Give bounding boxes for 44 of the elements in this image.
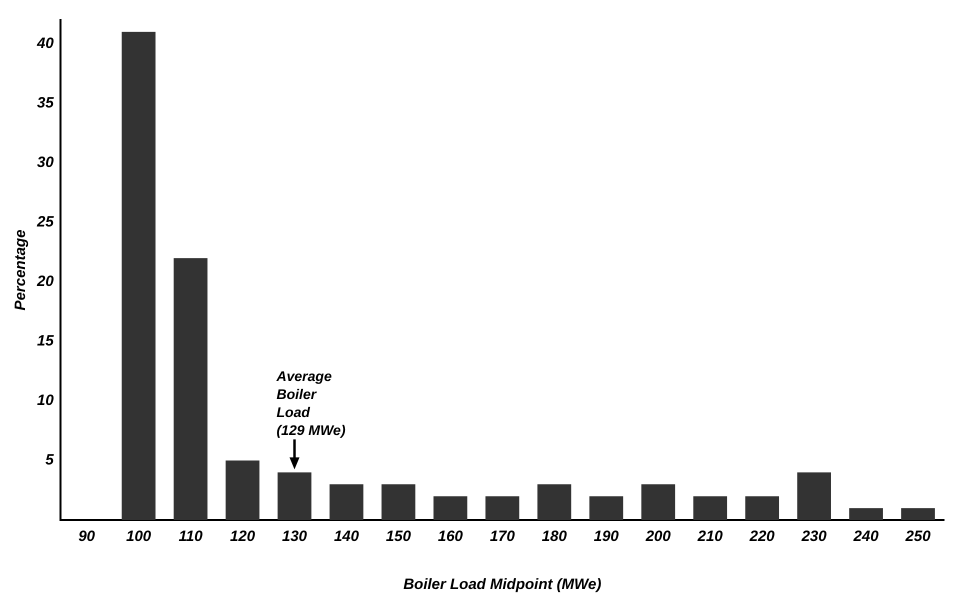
- y-tick-label: 20: [36, 273, 54, 290]
- x-tick-label: 160: [438, 528, 464, 546]
- bar: [797, 472, 831, 520]
- y-tick-label: 25: [36, 214, 54, 231]
- bar: [122, 32, 156, 520]
- bar: [330, 484, 364, 520]
- y-tick-label: 10: [36, 392, 54, 410]
- x-tick-label: 170: [490, 528, 516, 546]
- x-tick-label: 240: [852, 528, 880, 546]
- x-tick-label: 200: [644, 528, 672, 546]
- x-tick-label: 210: [696, 528, 724, 546]
- y-tick-label: 40: [36, 34, 54, 52]
- x-tick-label: 150: [386, 528, 412, 546]
- bar: [641, 484, 676, 520]
- x-tick-label: 140: [334, 528, 360, 546]
- x-tick-label: 190: [594, 528, 620, 546]
- x-tick-label: 180: [542, 528, 568, 546]
- y-tick-label: 5: [45, 452, 54, 469]
- bar: [745, 496, 780, 520]
- x-tick-label: 250: [904, 528, 932, 546]
- bar: [589, 496, 624, 520]
- bar: [537, 484, 572, 520]
- x-tick-label: 130: [282, 528, 308, 546]
- x-axis-title: Boiler Load Midpoint (MWe): [403, 576, 602, 594]
- bar: [485, 496, 520, 520]
- bar: [901, 508, 935, 520]
- bar: [433, 496, 468, 520]
- y-axis-title: Percentage: [12, 230, 30, 310]
- bar: [174, 258, 208, 520]
- annotation: Average Boiler Load (129 MWe): [276, 368, 346, 438]
- y-tick-label: 30: [36, 154, 54, 171]
- y-tick-label: 15: [36, 332, 54, 350]
- bar: [382, 484, 416, 520]
- x-tick-label: 100: [126, 528, 152, 546]
- x-tick-label: 220: [748, 528, 776, 546]
- bar: [278, 472, 312, 520]
- bar: [849, 508, 883, 520]
- bar: [226, 460, 260, 520]
- bar: [693, 496, 728, 520]
- y-tick-label: 35: [36, 94, 54, 112]
- x-tick-label: 120: [230, 528, 256, 546]
- x-tick-label: 110: [178, 528, 204, 546]
- x-tick-label: 90: [78, 528, 96, 546]
- x-tick-label: 230: [800, 528, 828, 546]
